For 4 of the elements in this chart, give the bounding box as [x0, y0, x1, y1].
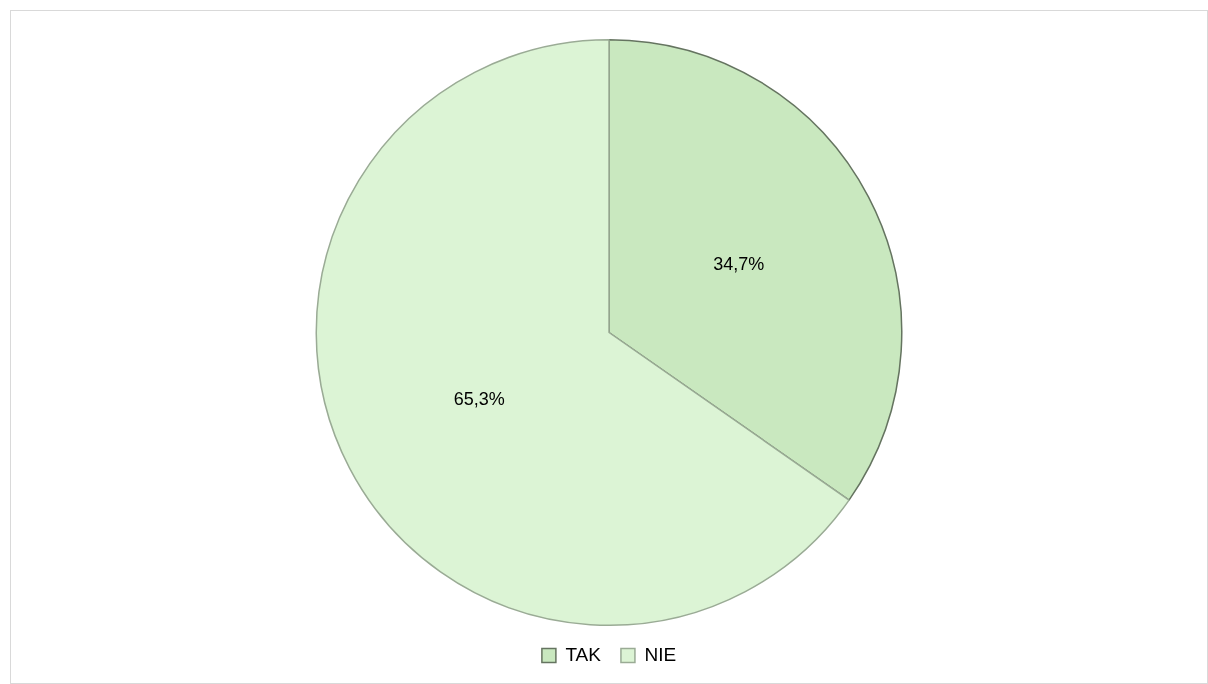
- legend-label: TAK: [565, 643, 602, 665]
- data-label: 34,7%: [713, 253, 765, 274]
- data-label: 65,3%: [453, 389, 505, 410]
- legend-label: NIE: [644, 643, 677, 665]
